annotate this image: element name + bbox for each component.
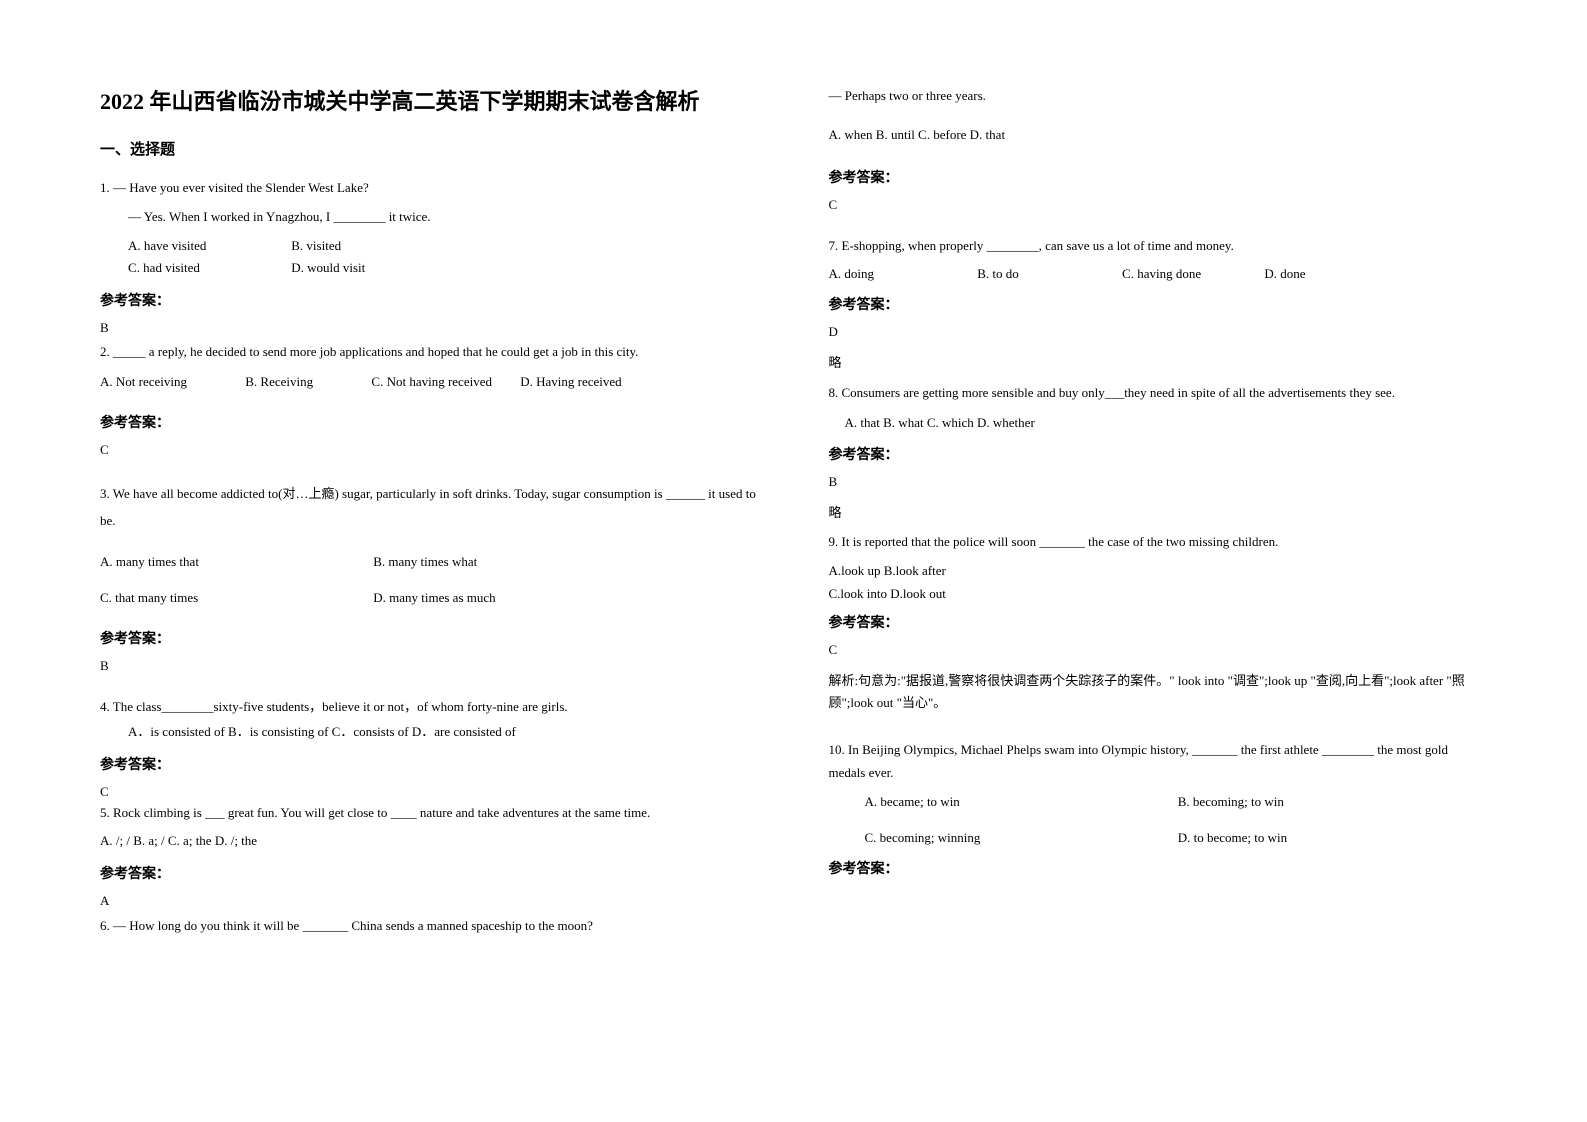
q3-optD: D. many times as much xyxy=(373,587,495,610)
q2-text: 2. _____ a reply, he decided to send mor… xyxy=(100,338,759,365)
section-header: 一、选择题 xyxy=(100,138,759,159)
q1-optA: A. have visited xyxy=(128,235,288,258)
q8-opts: A. that B. what C. which D. whether xyxy=(829,412,1488,435)
q7-optD: D. done xyxy=(1264,263,1305,286)
q7-options: A. doing B. to do C. having done D. done xyxy=(829,263,1488,286)
q1-answer: B xyxy=(100,320,759,336)
document-title: 2022 年山西省临汾市城关中学高二英语下学期期末试卷含解析 xyxy=(100,85,759,118)
q8-lue: 略 xyxy=(829,502,1488,521)
q3-opts-row1: A. many times that B. many times what xyxy=(100,551,759,574)
q1-optC: C. had visited xyxy=(128,257,288,280)
q7-optC: C. having done xyxy=(1122,263,1201,286)
q10-optB: B. becoming; to win xyxy=(1178,791,1284,814)
right-column: — Perhaps two or three years. A. when B.… xyxy=(794,85,1488,1082)
q7-text: 7. E-shopping, when properly ________, c… xyxy=(829,235,1488,258)
q10-opts-row2: C. becoming; winning D. to become; to wi… xyxy=(829,827,1488,850)
q4-answer: C xyxy=(100,784,759,800)
q8-answer: B xyxy=(829,474,1488,490)
q6-answer: C xyxy=(829,197,1488,213)
q10-optA: A. became; to win xyxy=(865,791,1175,814)
q9-opts-l2: C.look into D.look out xyxy=(829,583,1488,606)
left-column: 2022 年山西省临汾市城关中学高二英语下学期期末试卷含解析 一、选择题 1. … xyxy=(100,85,794,1082)
q2-optD: D. Having received xyxy=(520,371,621,394)
q8-text: 8. Consumers are getting more sensible a… xyxy=(829,381,1488,406)
q2-answer-label: 参考答案： xyxy=(100,412,759,432)
q4-opts: A．is consisted of B．is consisting of C．c… xyxy=(100,721,759,744)
q3-optB: B. many times what xyxy=(373,551,477,574)
q1-line2: — Yes. When I worked in Ynagzhou, I ____… xyxy=(100,206,759,229)
q10-opts-row1: A. became; to win B. becoming; to win xyxy=(829,791,1488,814)
q1-answer-label: 参考答案： xyxy=(100,290,759,310)
q2-answer: C xyxy=(100,442,759,458)
q7-lue: 略 xyxy=(829,352,1488,371)
q9-answer: C xyxy=(829,642,1488,658)
q8-answer-label: 参考答案： xyxy=(829,444,1488,464)
q4-text: 4. The class________sixty-five students，… xyxy=(100,696,759,719)
q3-answer: B xyxy=(100,658,759,674)
q7-answer-label: 参考答案： xyxy=(829,294,1488,314)
q1-line1: 1. — Have you ever visited the Slender W… xyxy=(100,177,759,200)
q4-answer-label: 参考答案： xyxy=(100,754,759,774)
q10-text: 10. In Beijing Olympics, Michael Phelps … xyxy=(829,739,1488,785)
q7-answer: D xyxy=(829,324,1488,340)
q6-answer-label: 参考答案： xyxy=(829,167,1488,187)
q1-opts-row2: C. had visited D. would visit xyxy=(100,257,759,280)
q9-opts-l1: A.look up B.look after xyxy=(829,560,1488,583)
q1-optD: D. would visit xyxy=(291,260,365,275)
q3-opts-row2: C. that many times D. many times as much xyxy=(100,587,759,610)
q5-answer-label: 参考答案： xyxy=(100,863,759,883)
q9-explain: 解析:句意为:"据报道,警察将很快调查两个失踪孩子的案件。" look into… xyxy=(829,670,1488,716)
q6-opts: A. when B. until C. before D. that xyxy=(829,124,1488,147)
q2-options: A. Not receiving B. Receiving C. Not hav… xyxy=(100,371,759,394)
q2-optA: A. Not receiving xyxy=(100,371,187,394)
q9-answer-label: 参考答案： xyxy=(829,612,1488,632)
q10-optC: C. becoming; winning xyxy=(865,827,1175,850)
q1-optB: B. visited xyxy=(291,238,341,253)
q9-text: 9. It is reported that the police will s… xyxy=(829,531,1488,554)
q1-opts-row1: A. have visited B. visited xyxy=(100,235,759,258)
q2-optB: B. Receiving xyxy=(245,371,313,394)
q5-opts: A. /; / B. a; / C. a; the D. /; the xyxy=(100,830,759,853)
q3-optC: C. that many times xyxy=(100,587,370,610)
q7-optB: B. to do xyxy=(977,263,1019,286)
q7-optA: A. doing xyxy=(829,263,875,286)
q10-answer-label: 参考答案： xyxy=(829,858,1488,878)
q6-line2: — Perhaps two or three years. xyxy=(829,85,1488,108)
q5-text: 5. Rock climbing is ___ great fun. You w… xyxy=(100,802,759,825)
q3-answer-label: 参考答案： xyxy=(100,628,759,648)
q5-answer: A xyxy=(100,893,759,909)
q2-optC: C. Not having received xyxy=(371,371,492,394)
q6-text: 6. — How long do you think it will be __… xyxy=(100,915,759,938)
q3-optA: A. many times that xyxy=(100,551,370,574)
q10-optD: D. to become; to win xyxy=(1178,827,1287,850)
q3-text: 3. We have all become addicted to(对…上瘾) … xyxy=(100,480,759,535)
